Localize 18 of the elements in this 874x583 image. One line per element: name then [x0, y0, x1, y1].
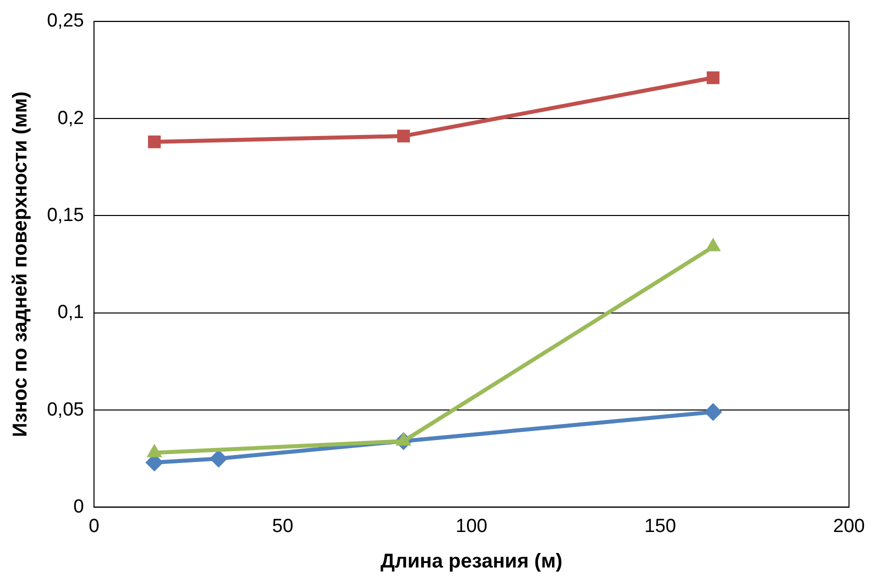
y-tick-label: 0,05: [46, 399, 84, 420]
y-tick-label: 0,1: [58, 302, 84, 324]
y-tick-label: 0,25: [46, 10, 84, 32]
point: [704, 402, 722, 421]
point: [148, 136, 161, 148]
x-axis-title: Длина резания (м): [380, 550, 562, 573]
y-axis-title: Износ по задней поверхности (мм): [10, 91, 32, 438]
x-tick-label: 200: [833, 516, 865, 537]
x-tick-label: 50: [272, 516, 294, 537]
x-tick-label: 100: [456, 516, 488, 537]
point: [210, 450, 228, 468]
x-tick-label: 150: [644, 516, 676, 537]
x-tick-label: 0: [88, 516, 100, 537]
point: [706, 71, 720, 84]
y-tick-label: 0: [73, 496, 84, 518]
y-tick-label: 0,2: [58, 108, 84, 129]
y-tick-label: 0,15: [46, 204, 84, 226]
point: [397, 130, 410, 142]
